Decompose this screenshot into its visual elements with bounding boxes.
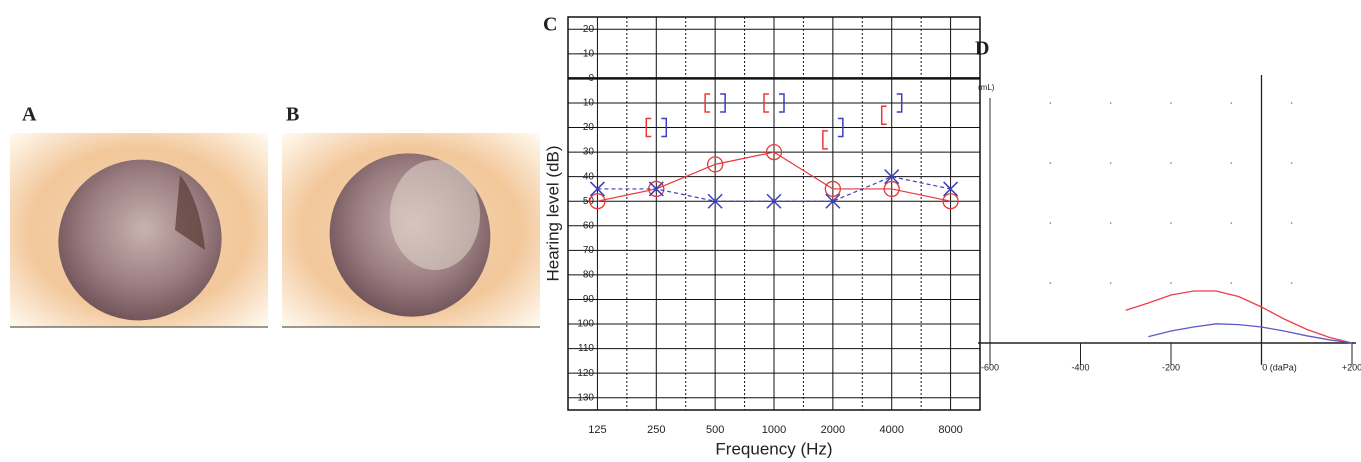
y-tick-label: 20	[583, 122, 595, 133]
y-tick-label: -20	[580, 24, 595, 35]
marker-bracket	[763, 93, 769, 113]
y-tick-label: 100	[577, 319, 594, 330]
marker-bracket	[779, 93, 785, 113]
x-tick-label: 2000	[821, 424, 845, 436]
x-tick-label: 4000	[879, 424, 903, 436]
grid-dot	[1290, 222, 1293, 224]
grid-dot	[1049, 162, 1052, 164]
y-tick-label: 10	[583, 98, 595, 109]
grid-dot	[1109, 222, 1112, 224]
panel-label: D	[975, 38, 989, 60]
marker-circle	[883, 180, 900, 198]
y-tick-label: 130	[577, 392, 594, 403]
marker-circle	[706, 156, 724, 173]
photo-a	[10, 133, 268, 328]
marker-x	[825, 193, 841, 209]
grid-dot	[1170, 162, 1172, 164]
x-tick-label: 250	[647, 424, 665, 436]
y-tick-label: 50	[583, 196, 595, 207]
marker-bracket	[837, 117, 844, 138]
grid-dot	[1230, 162, 1233, 164]
grid-dot	[1230, 282, 1233, 284]
grid-dot	[1230, 222, 1233, 224]
grid-dot	[1290, 102, 1293, 104]
marker-x	[707, 193, 723, 209]
x-tick-label: 0 (daPa)	[1262, 362, 1297, 372]
y-tick-label: 110	[578, 343, 594, 354]
marker-bracket	[720, 93, 726, 113]
x-tick-label: 500	[706, 424, 724, 436]
x-tick-label: -400	[1071, 362, 1089, 372]
series-line	[1125, 290, 1353, 344]
marker-circle	[942, 193, 959, 210]
grid-dot	[1049, 102, 1052, 104]
y-tick-label: 80	[583, 270, 595, 281]
y-tick-label: 60	[583, 220, 595, 231]
y-axis-label: Hearing level (dB)	[543, 145, 562, 281]
marker-bracket	[645, 117, 652, 138]
x-axis-label: Frequency (Hz)	[715, 439, 832, 458]
series-line	[1148, 323, 1353, 344]
y-tick-label: 70	[583, 245, 595, 256]
marker-circle	[589, 193, 606, 210]
y-tick-label: 90	[583, 294, 595, 305]
grid-dot	[1109, 162, 1112, 164]
y-axis-label: (mL)	[978, 83, 995, 92]
marker-bracket	[880, 105, 887, 125]
x-tick-label: +200	[1342, 362, 1361, 372]
marker-circle	[765, 143, 783, 161]
panel-label: B	[286, 104, 299, 126]
panel-label: A	[22, 104, 37, 126]
marker-bracket	[661, 117, 668, 138]
grid-dot	[1290, 162, 1293, 164]
panel-label: C	[543, 14, 557, 36]
x-tick-label: 1000	[762, 424, 786, 436]
marker-bracket	[704, 93, 711, 113]
photo-b	[282, 133, 540, 328]
marker-x	[884, 169, 900, 185]
marker-x	[766, 193, 782, 209]
y-tick-label: 30	[583, 147, 595, 158]
x-tick-label: -600	[981, 362, 999, 372]
grid-dot	[1109, 282, 1112, 284]
x-tick-label: 125	[588, 424, 606, 436]
grid-dot	[1170, 282, 1172, 284]
y-tick-label: -10	[580, 48, 595, 59]
x-tick-label: 8000	[938, 424, 962, 436]
y-tick-label: 40	[583, 171, 595, 182]
grid-dot	[1230, 102, 1233, 104]
y-tick-label: 0	[588, 73, 594, 84]
marker-x	[943, 181, 959, 197]
grid-dot	[1109, 102, 1112, 104]
marker-x	[589, 181, 605, 197]
grid-dot	[1049, 282, 1052, 284]
grid-dot	[1049, 222, 1052, 224]
grid-dot	[1170, 222, 1172, 224]
y-tick-label: 120	[577, 368, 594, 379]
marker-bracket	[896, 93, 903, 113]
grid-dot	[1170, 102, 1172, 104]
marker-circle	[824, 180, 842, 198]
marker-x	[648, 181, 664, 197]
x-tick-label: -200	[1162, 362, 1180, 372]
grid-dot	[1290, 282, 1293, 284]
marker-bracket	[822, 130, 828, 150]
